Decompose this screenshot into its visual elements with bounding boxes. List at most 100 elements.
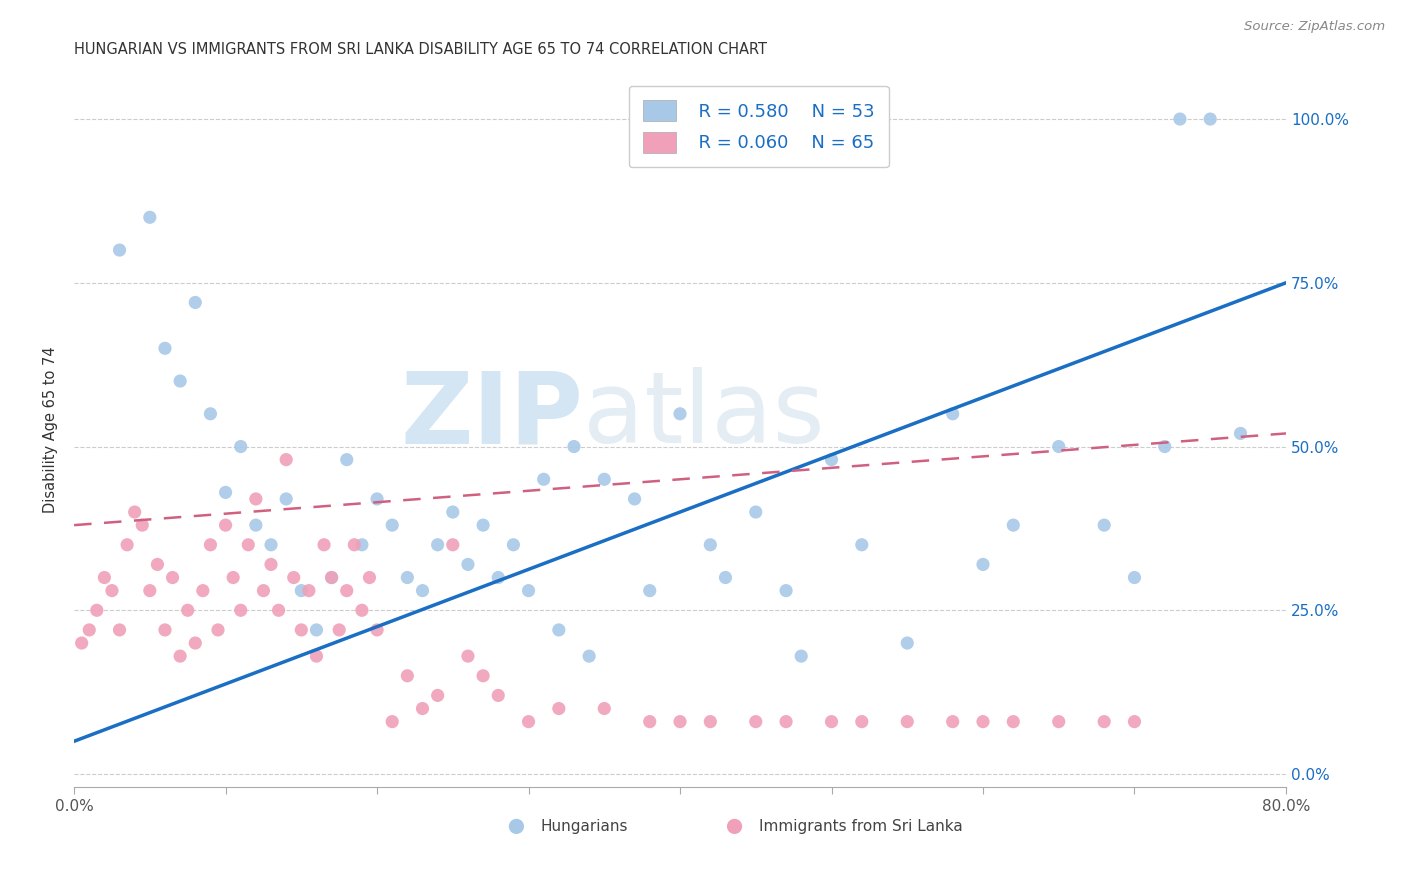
Y-axis label: Disability Age 65 to 74: Disability Age 65 to 74: [44, 347, 58, 514]
Point: [1047, 440, 1070, 454]
Point: [714, 570, 737, 584]
Point: [517, 714, 540, 729]
Point: [441, 505, 464, 519]
Point: [184, 636, 207, 650]
Point: [276, 452, 298, 467]
Point: [214, 485, 236, 500]
Point: [472, 669, 495, 683]
Point: [366, 491, 388, 506]
Point: [1092, 518, 1115, 533]
Text: Immigrants from Sri Lanka: Immigrants from Sri Lanka: [759, 819, 963, 834]
Point: [638, 583, 661, 598]
Point: [972, 714, 994, 729]
Point: [699, 538, 721, 552]
Point: [169, 649, 191, 664]
Point: [896, 714, 918, 729]
Point: [252, 583, 274, 598]
Point: [381, 518, 404, 533]
Point: [77, 623, 100, 637]
Point: [93, 570, 115, 584]
Point: [305, 649, 328, 664]
Point: [359, 570, 381, 584]
Point: [139, 583, 162, 598]
Point: [1229, 426, 1251, 441]
Point: [131, 518, 153, 533]
Point: [547, 701, 569, 715]
Legend:   R = 0.580    N = 53,   R = 0.060    N = 65: R = 0.580 N = 53, R = 0.060 N = 65: [628, 86, 889, 167]
Point: [191, 583, 214, 598]
Point: [457, 558, 479, 572]
Point: [245, 491, 267, 506]
Text: ZIP: ZIP: [401, 368, 583, 465]
Point: [101, 583, 124, 598]
Point: [184, 295, 207, 310]
Point: [169, 374, 191, 388]
Point: [343, 538, 366, 552]
Point: [851, 538, 873, 552]
Point: [426, 538, 449, 552]
Point: [229, 603, 252, 617]
Point: [1153, 440, 1175, 454]
Point: [820, 714, 842, 729]
Point: [177, 603, 200, 617]
Point: [312, 538, 335, 552]
Point: [124, 505, 146, 519]
Point: [396, 570, 419, 584]
Point: [896, 636, 918, 650]
Point: [441, 538, 464, 552]
Point: [1123, 714, 1146, 729]
Point: [139, 211, 162, 225]
Point: [775, 714, 797, 729]
Point: [321, 570, 343, 584]
Point: [336, 452, 359, 467]
Point: [745, 714, 768, 729]
Point: [396, 669, 419, 683]
Point: [412, 583, 434, 598]
Point: [366, 623, 388, 637]
Point: [412, 701, 434, 715]
Point: [162, 570, 184, 584]
Point: [1002, 518, 1025, 533]
Point: [502, 538, 524, 552]
Point: [153, 623, 176, 637]
Point: [245, 518, 267, 533]
Point: [72, 767, 94, 781]
Point: [790, 649, 813, 664]
Point: [638, 714, 661, 729]
Point: [1092, 714, 1115, 729]
Point: [623, 491, 645, 506]
Point: [321, 570, 343, 584]
Point: [298, 583, 321, 598]
Point: [775, 583, 797, 598]
Point: [153, 341, 176, 355]
Point: [972, 558, 994, 572]
Point: [283, 570, 305, 584]
Point: [260, 538, 283, 552]
Point: [305, 623, 328, 637]
Point: [1123, 570, 1146, 584]
Point: [200, 538, 222, 552]
Point: [457, 649, 479, 664]
Point: [115, 538, 138, 552]
Point: [669, 407, 692, 421]
Point: [426, 689, 449, 703]
Point: [207, 623, 229, 637]
Point: [562, 440, 585, 454]
Point: [290, 583, 312, 598]
Point: [486, 689, 509, 703]
Point: [517, 583, 540, 598]
Point: [1199, 112, 1222, 126]
Point: [328, 623, 350, 637]
Point: [222, 570, 245, 584]
Point: [276, 491, 298, 506]
Point: [260, 558, 283, 572]
Point: [238, 538, 260, 552]
Point: [146, 558, 169, 572]
Point: [350, 603, 373, 617]
Point: [1047, 714, 1070, 729]
Point: [745, 505, 768, 519]
Point: [350, 538, 373, 552]
Point: [820, 452, 842, 467]
Point: [851, 714, 873, 729]
Point: [108, 243, 131, 257]
